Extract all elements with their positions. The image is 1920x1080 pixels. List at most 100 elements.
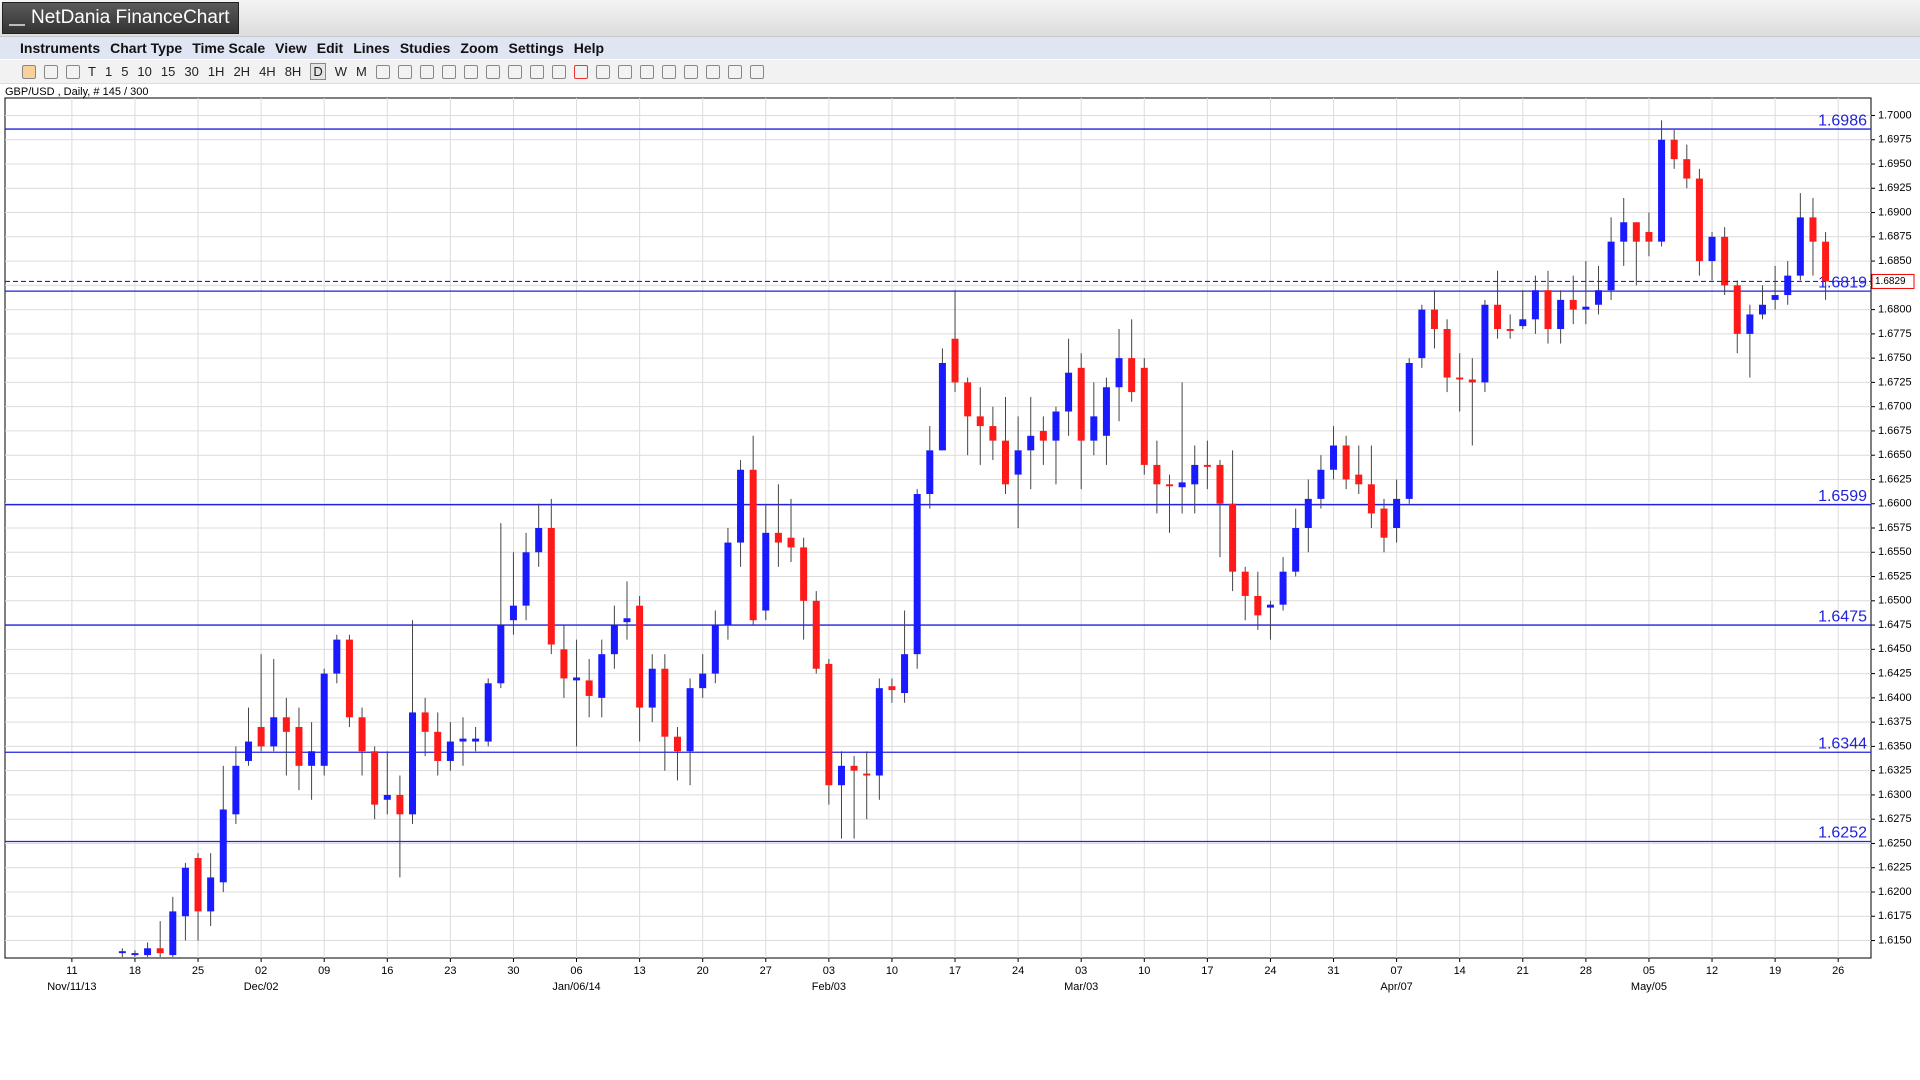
- tool-icon[interactable]: [375, 64, 390, 79]
- candle-body: [1027, 435, 1035, 451]
- y-tick-label: 1.6950: [1878, 158, 1912, 170]
- candle-body: [282, 717, 290, 732]
- candle-body: [245, 741, 253, 761]
- candle-body: [131, 953, 139, 956]
- menu-item[interactable]: Chart Type: [110, 40, 183, 56]
- tool-icon[interactable]: [485, 64, 500, 79]
- candle-body: [409, 712, 417, 815]
- timeframe-button[interactable]: W: [334, 64, 347, 79]
- candle-body: [1355, 474, 1363, 485]
- x-tick-label: 27: [760, 965, 772, 977]
- candle-body: [1683, 159, 1691, 179]
- chart: GBP/USD , Daily, # 145 / 300 1.7000 1.697…: [4, 86, 1915, 993]
- candle-body: [1229, 503, 1237, 572]
- candle-body: [1607, 241, 1615, 291]
- tool-icon[interactable]: [529, 64, 544, 79]
- menu-item[interactable]: Time Scale: [192, 40, 266, 56]
- candle-body: [1304, 498, 1312, 528]
- y-tick-label: 1.6275: [1878, 813, 1912, 825]
- tool-icon[interactable]: [639, 64, 654, 79]
- timeframe-button[interactable]: 1: [104, 64, 113, 79]
- tool-icon[interactable]: [617, 64, 632, 79]
- menu-item[interactable]: Help: [573, 40, 605, 56]
- title-bar: NetDania FinanceChart: [0, 0, 1920, 37]
- timeframe-button[interactable]: 1H: [207, 64, 225, 79]
- tool-icon[interactable]: [551, 64, 566, 79]
- tool-icon[interactable]: [749, 64, 764, 79]
- x-tick-label: 17: [949, 965, 961, 977]
- timeframe-button[interactable]: 30: [184, 64, 199, 79]
- timeframe-button[interactable]: 4H: [259, 64, 276, 79]
- y-tick-label: 1.6225: [1878, 862, 1912, 874]
- candle-body: [1809, 217, 1817, 242]
- candle-body: [661, 668, 669, 737]
- candle-body: [144, 948, 152, 956]
- timeframe-button[interactable]: 10: [137, 64, 152, 79]
- candle-body: [812, 600, 820, 669]
- tool-icon[interactable]: [22, 64, 36, 79]
- candle-body: [1254, 595, 1262, 616]
- tool-icon[interactable]: [705, 64, 720, 79]
- tool-icon[interactable]: [683, 64, 698, 79]
- y-tick-label: 1.6525: [1878, 570, 1912, 582]
- x-tick-label: 03: [823, 965, 835, 977]
- menu-item[interactable]: Zoom: [460, 40, 499, 56]
- timeframe-button[interactable]: 2H: [233, 64, 251, 79]
- y-tick-label: 1.6450: [1878, 643, 1912, 655]
- timeframe-button[interactable]: 5: [121, 64, 129, 79]
- tool-icon[interactable]: [661, 64, 676, 79]
- candle-body: [1746, 314, 1754, 334]
- x-tick-label: 18: [129, 965, 141, 977]
- timeframe-button[interactable]: D: [310, 63, 326, 80]
- menu-item[interactable]: View: [275, 40, 307, 56]
- tool-icon[interactable]: [573, 64, 588, 79]
- line-label: 1.6986: [1818, 112, 1867, 129]
- tool-icon[interactable]: [66, 64, 80, 79]
- tool-icon[interactable]: [507, 64, 522, 79]
- timeframe-button[interactable]: T: [88, 64, 96, 79]
- candle-body: [497, 625, 505, 684]
- menu-item[interactable]: Studies: [399, 40, 451, 56]
- candle-body: [383, 794, 391, 800]
- x-tick-label: 24: [1012, 965, 1024, 977]
- timeframe-button[interactable]: 15: [160, 64, 176, 79]
- tool-icon[interactable]: [397, 64, 412, 79]
- y-tick-label: 1.6725: [1878, 376, 1912, 388]
- candle-body: [913, 494, 921, 655]
- x-tick-label: 24: [1264, 965, 1276, 977]
- timeframe-button[interactable]: 8H: [284, 64, 302, 79]
- candle-body: [1191, 464, 1199, 485]
- window-tab[interactable]: NetDania FinanceChart: [2, 2, 239, 34]
- candle-body: [673, 736, 681, 752]
- candle-body: [825, 663, 833, 786]
- candle-body: [711, 625, 719, 674]
- candle-body: [446, 741, 454, 761]
- menu-item[interactable]: Edit: [316, 40, 344, 56]
- y-tick-label: 1.6850: [1878, 255, 1912, 267]
- timeframe-button[interactable]: M: [356, 64, 367, 79]
- candle-body: [320, 673, 328, 766]
- menu-item[interactable]: Lines: [353, 40, 390, 56]
- y-tick-label: 1.6250: [1878, 837, 1912, 849]
- candle-body: [1279, 571, 1287, 605]
- y-tick-label: 1.6925: [1878, 182, 1912, 194]
- tool-icon[interactable]: [595, 64, 610, 79]
- y-tick-label: 1.6700: [1878, 401, 1912, 413]
- candle-body: [459, 738, 467, 742]
- candle-body: [837, 765, 845, 786]
- candle-body: [926, 450, 934, 495]
- tool-icon[interactable]: [727, 64, 742, 79]
- candle-body: [686, 688, 694, 752]
- line-label: 1.6344: [1818, 735, 1867, 752]
- last-price-label: 1.6829: [1875, 276, 1906, 287]
- menu-item[interactable]: Instruments: [20, 40, 101, 56]
- x-tick-label: 05: [1643, 965, 1655, 977]
- tool-icon[interactable]: [463, 64, 478, 79]
- tool-icon[interactable]: [419, 64, 434, 79]
- candle-body: [1695, 178, 1703, 262]
- menu-item[interactable]: Settings: [508, 40, 564, 56]
- candle-body: [1393, 498, 1401, 528]
- tool-icon[interactable]: [44, 64, 58, 79]
- tool-icon[interactable]: [441, 64, 456, 79]
- candle-body: [1102, 387, 1110, 436]
